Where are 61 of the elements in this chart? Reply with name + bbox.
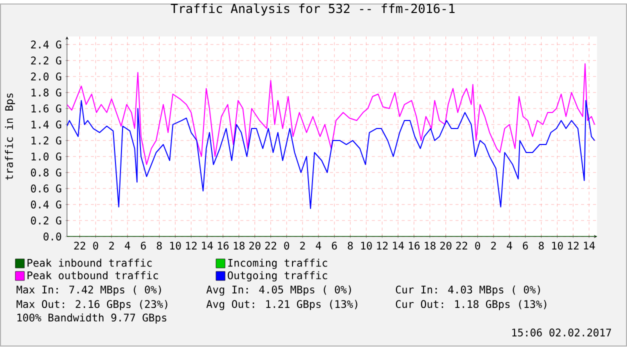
text: 15:06 02.02.2017 — [512, 328, 611, 337]
x-tick-label: 6 — [332, 242, 337, 250]
text: Max Out: 2.16 GBps (23%) — [16, 300, 168, 310]
chart-title: Traffic Analysis for 532 -- ffm-2016-1 — [170, 4, 455, 16]
x-tick-label: 10 — [361, 242, 372, 250]
x-tick-label: 0 — [284, 242, 290, 250]
x-tick-label: 6 — [522, 242, 528, 250]
text: Avg Out: 1.21 GBps (13%) — [206, 300, 358, 310]
legend-label: Outgoing traffic — [228, 271, 328, 282]
x-tick-label: 8 — [156, 242, 162, 250]
line-series — [67, 63, 596, 166]
y-tick-label: 2.2 G — [31, 56, 62, 65]
x-tick-label: 6 — [140, 242, 146, 250]
x-tick-label: 10 — [170, 242, 181, 250]
y-axis-title: traffic in Bps — [4, 94, 16, 180]
y-tick-label: 0.0 — [44, 232, 62, 241]
x-tick-label: 18 — [424, 242, 436, 250]
legend-label: Peak outbound traffic — [28, 271, 158, 280]
y-tick-label: 0.2 G — [31, 216, 62, 225]
x-tick-label: 12 — [377, 242, 388, 250]
x-tick-label: 16 — [408, 242, 420, 250]
text: Avg In: 4.05 MBps ( 0%) — [206, 286, 351, 296]
x-tick-label: 0 — [475, 242, 480, 250]
legend-label: Peak inbound traffic — [28, 258, 152, 268]
x-tick-label: 20 — [440, 242, 452, 250]
x-tick-label: 12 — [568, 242, 579, 250]
x-tick-label: 8 — [538, 242, 544, 250]
y-tick-label: 1.2 G — [32, 136, 62, 145]
y-tick-label: 0.4 G — [31, 200, 62, 209]
y-tick-label: 2.0 G — [31, 72, 62, 81]
y-tick-label: 0.6 G — [31, 184, 62, 193]
x-tick-label: 2 — [491, 242, 496, 250]
x-tick-label: 8 — [348, 242, 353, 250]
x-tick-label: 4 — [124, 242, 130, 250]
x-tick-label: 18 — [234, 242, 245, 250]
x-tick-label: 0 — [93, 242, 98, 250]
x-tick-label: 4 — [316, 242, 322, 250]
x-tick-label: 4 — [506, 242, 512, 250]
text: Cur In: 4.03 MBps ( 0%) — [396, 286, 540, 296]
x-tick-label: 14 — [393, 242, 404, 250]
y-tick-label: 1.6 G — [32, 104, 62, 113]
text: 100% Bandwidth 9.77 GBps — [17, 314, 166, 324]
x-tick-label: 22 — [265, 242, 276, 250]
x-tick-label: 16 — [218, 242, 229, 250]
x-tick-label: 14 — [584, 242, 595, 250]
text: Cur Out: 1.18 GBps (13%) — [396, 300, 546, 310]
y-tick-label: 1.4 G — [32, 120, 62, 129]
x-tick-label: 14 — [202, 242, 213, 250]
x-tick-label: 22 — [74, 242, 86, 250]
y-tick-label: 0.8 G — [31, 168, 62, 177]
y-tick-label: 1.0 G — [32, 152, 62, 161]
x-tick-label: 2 — [109, 242, 114, 250]
x-tick-label: 22 — [456, 242, 468, 250]
x-tick-label: 2 — [300, 242, 305, 250]
x-tick-label: 10 — [552, 242, 563, 250]
x-tick-label: 20 — [249, 242, 260, 250]
text: Max In: 7.42 MBps ( 0%) — [16, 286, 161, 296]
legend-label: Incoming traffic — [228, 258, 328, 270]
x-tick-label: 12 — [186, 242, 197, 250]
y-tick-label: 2.4 G — [31, 40, 62, 49]
y-tick-label: 1.8 G — [32, 88, 62, 97]
